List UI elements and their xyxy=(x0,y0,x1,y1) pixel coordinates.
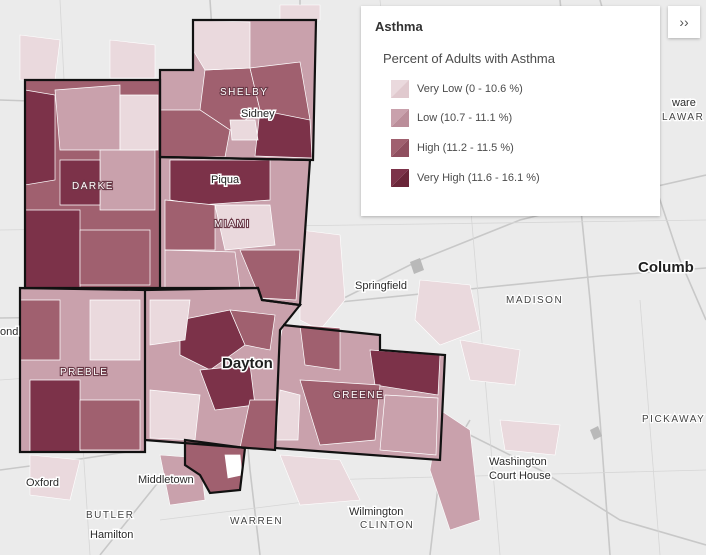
county-south[interactable] xyxy=(184,439,246,494)
county-label-miami: MIAMI xyxy=(214,219,250,230)
legend-swatch-high xyxy=(391,139,409,157)
double-chevron-right-icon: ›› xyxy=(679,14,689,30)
legend-item-very-low: Very Low (0 - 10.6 %) xyxy=(391,79,523,99)
county-label-preble: PREBLE xyxy=(60,367,108,378)
county-montgomery[interactable] xyxy=(144,287,301,451)
city-label-richmond-fragment: ond xyxy=(0,326,18,338)
county-label-shelby: SHELBY xyxy=(220,87,268,98)
county-label-butler: BUTLER xyxy=(86,510,134,521)
county-shelby[interactable] xyxy=(159,19,317,161)
legend-subtitle: Percent of Adults with Asthma xyxy=(383,51,555,66)
outer-tracts xyxy=(19,4,561,531)
city-label-middletown: Middletown xyxy=(138,474,194,486)
city-label-washington-2: Court House xyxy=(489,470,551,482)
legend-item-high: High (11.2 - 11.5 %) xyxy=(391,138,514,158)
legend-label-very-high: Very High (11.6 - 16.1 %) xyxy=(417,172,540,184)
city-label-wilmington: Wilmington xyxy=(349,506,403,518)
county-darke[interactable] xyxy=(24,79,161,289)
city-label-columbus: Columb xyxy=(638,259,694,276)
county-label-pickaway: PICKAWAY xyxy=(642,414,705,425)
collapse-legend-button[interactable]: ›› xyxy=(668,6,700,38)
county-label-greene: GREENE xyxy=(333,390,384,401)
legend-item-low: Low (10.7 - 11.1 %) xyxy=(391,108,512,128)
city-label-sidney: Sidney xyxy=(241,108,275,120)
legend-label-high: High (11.2 - 11.5 %) xyxy=(417,142,514,154)
county-label-clinton: CLINTON xyxy=(360,520,414,531)
legend-panel: Asthma Percent of Adults with Asthma Ver… xyxy=(361,6,660,216)
legend-swatch-low xyxy=(391,109,409,127)
legend-item-very-high: Very High (11.6 - 16.1 %) xyxy=(391,168,540,188)
water-feature xyxy=(590,426,602,440)
legend-swatch-very-high xyxy=(391,169,409,187)
legend-title: Asthma xyxy=(375,19,423,34)
water-feature xyxy=(410,258,424,274)
city-label-dayton: Dayton xyxy=(222,355,273,372)
city-label-oxford: Oxford xyxy=(26,477,59,489)
city-label-piqua: Piqua xyxy=(211,174,240,186)
county-preble[interactable] xyxy=(19,287,146,453)
city-label-delaware-fragment-1: ware xyxy=(671,97,696,109)
city-label-hamilton: Hamilton xyxy=(90,529,133,541)
county-label-darke: DARKE xyxy=(72,181,114,192)
city-label-washington-1: Washington xyxy=(489,456,547,468)
county-label-madison: MADISON xyxy=(506,295,563,306)
city-label-springfield: Springfield xyxy=(355,280,407,292)
legend-label-very-low: Very Low (0 - 10.6 %) xyxy=(417,83,523,95)
legend-label-low: Low (10.7 - 11.1 %) xyxy=(417,112,513,124)
county-label-warren: WARREN xyxy=(230,516,283,527)
legend-swatch-very-low xyxy=(391,80,409,98)
county-miami[interactable] xyxy=(159,156,311,306)
county-boundaries xyxy=(18,18,447,495)
city-label-delaware-fragment-2: LAWAR xyxy=(662,112,704,123)
